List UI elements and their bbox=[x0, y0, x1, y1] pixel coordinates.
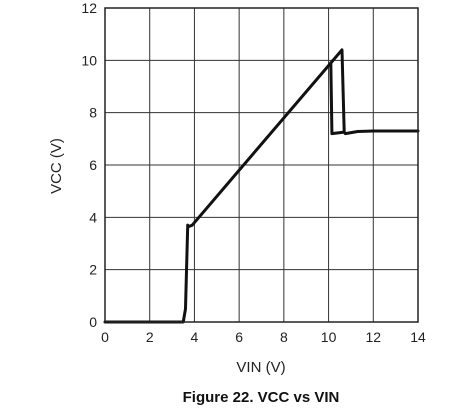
plot-frame bbox=[104, 7, 419, 323]
y-tick-label-3: 6 bbox=[89, 157, 97, 173]
y-tick-label-6: 12 bbox=[81, 0, 97, 16]
series-line-0 bbox=[103, 48, 420, 324]
y-tick-labels: 0 2 4 6 8 10 12 bbox=[81, 0, 97, 330]
y-axis-label: VCC (V) bbox=[48, 138, 65, 194]
x-tick-label-5: 10 bbox=[321, 329, 337, 345]
x-tick-label-1: 2 bbox=[146, 329, 154, 345]
y-tick-label-4: 8 bbox=[89, 105, 97, 121]
y-tick-label-5: 10 bbox=[81, 52, 97, 68]
x-tick-label-2: 4 bbox=[191, 329, 199, 345]
data-series bbox=[103, 48, 420, 324]
grid-lines bbox=[104, 7, 419, 323]
y-tick-label-0: 0 bbox=[89, 314, 97, 330]
x-tick-labels: 0 2 4 6 8 10 12 14 bbox=[101, 329, 426, 345]
x-tick-label-0: 0 bbox=[101, 329, 109, 345]
series-line-1 bbox=[329, 61, 345, 136]
x-tick-label-6: 12 bbox=[365, 329, 381, 345]
x-tick-label-3: 6 bbox=[235, 329, 243, 345]
x-axis-label: VIN (V) bbox=[236, 359, 285, 376]
figure-caption: Figure 22. VCC vs VIN bbox=[183, 389, 340, 406]
y-tick-label-2: 4 bbox=[89, 209, 97, 225]
x-tick-label-4: 8 bbox=[280, 329, 288, 345]
x-tick-label-7: 14 bbox=[410, 329, 426, 345]
y-tick-label-1: 2 bbox=[89, 262, 97, 278]
